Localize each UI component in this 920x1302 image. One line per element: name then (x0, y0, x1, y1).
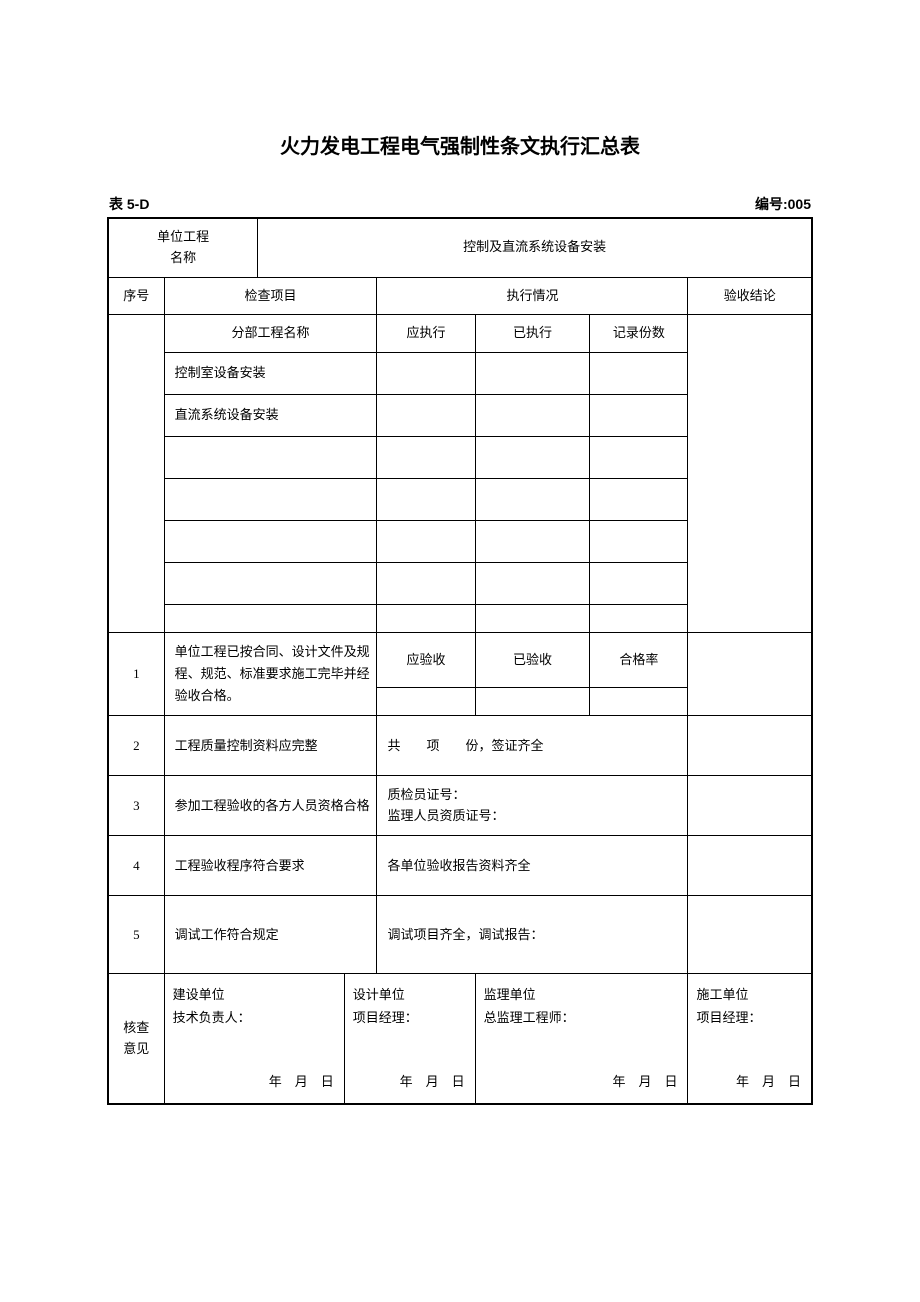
sig-role: 项目经理： (353, 1007, 467, 1029)
fenbu-name-cell (164, 479, 377, 521)
item1-pass-val (590, 688, 688, 716)
item-seq: 1 (108, 633, 164, 716)
item-row-2: 2 工程质量控制资料应完整 共 项 份，签证齐全 (108, 716, 812, 776)
col-check-item: 检查项目 (164, 277, 377, 315)
fenbu-should-cell (377, 563, 475, 605)
signoff-label: 核查 意见 (108, 974, 164, 1104)
row-col-headers: 序号 检查项目 执行情况 验收结论 (108, 277, 812, 315)
fenbu-record-cell (590, 605, 688, 633)
fenbu-record-cell (590, 521, 688, 563)
record-count-label: 记录份数 (590, 315, 688, 353)
fenbu-already-cell (475, 563, 590, 605)
item1-already-val (475, 688, 590, 716)
fenbu-record-cell (590, 353, 688, 395)
item-seq: 3 (108, 776, 164, 836)
item-seq: 4 (108, 836, 164, 896)
signoff-contractor: 施工单位 项目经理： 年 月 日 (688, 974, 812, 1104)
sig-org: 建设单位 (173, 984, 336, 1006)
item1-should-val (377, 688, 475, 716)
item-conclusion (688, 776, 812, 836)
sig-org: 监理单位 (484, 984, 680, 1006)
fenbu-name-cell (164, 605, 377, 633)
row-unit-project: 单位工程 名称 控制及直流系统设备安装 (108, 218, 812, 277)
item-row-4: 4 工程验收程序符合要求 各单位验收报告资料齐全 (108, 836, 812, 896)
fenbu-name-cell: 控制室设备安装 (164, 353, 377, 395)
sig-org: 施工单位 (696, 984, 803, 1006)
item-row-1: 1 单位工程已按合同、设计文件及规程、规范、标准要求施工完毕并经验收合格。 应验… (108, 633, 812, 688)
fenbu-record-cell (590, 563, 688, 605)
unit-project-label: 单位工程 名称 (108, 218, 258, 277)
sig-org: 设计单位 (353, 984, 467, 1006)
unit-project-name: 控制及直流系统设备安装 (258, 218, 812, 277)
signoff-supervision: 监理单位 总监理工程师： 年 月 日 (475, 974, 688, 1104)
col-conclusion: 验收结论 (688, 277, 812, 315)
signoff-design: 设计单位 项目经理： 年 月 日 (344, 974, 475, 1104)
item-check: 工程验收程序符合要求 (164, 836, 377, 896)
sig-date: 年 月 日 (269, 1071, 334, 1093)
fenbu-name-cell (164, 437, 377, 479)
item-seq: 2 (108, 716, 164, 776)
sig-role: 项目经理： (696, 1007, 803, 1029)
fenbu-already-cell (475, 521, 590, 563)
should-exec-label: 应执行 (377, 315, 475, 353)
fenbu-already-cell (475, 437, 590, 479)
sig-date: 年 月 日 (736, 1071, 801, 1093)
item1-already-accept: 已验收 (475, 633, 590, 688)
doc-title: 火力发电工程电气强制性条文执行汇总表 (107, 130, 813, 159)
col-seq: 序号 (108, 277, 164, 315)
item-conclusion (688, 896, 812, 974)
item-row-3: 3 参加工程验收的各方人员资格合格 质检员证号： 监理人员资质证号： (108, 776, 812, 836)
item-exec-text: 共 项 份，签证齐全 (377, 716, 688, 776)
fenbu-record-cell (590, 395, 688, 437)
item1-pass-rate: 合格率 (590, 633, 688, 688)
fenbu-should-cell (377, 479, 475, 521)
fenbu-name-cell (164, 563, 377, 605)
signoff-construction: 建设单位 技术负责人： 年 月 日 (164, 974, 344, 1104)
fenbu-already-cell (475, 395, 590, 437)
fenbu-name-cell: 直流系统设备安装 (164, 395, 377, 437)
item1-should-accept: 应验收 (377, 633, 475, 688)
fenbu-name-label: 分部工程名称 (164, 315, 377, 353)
conclusion-empty-span (688, 315, 812, 633)
item-conclusion (688, 716, 812, 776)
item-conclusion (688, 633, 812, 716)
item-exec-text: 调试项目齐全，调试报告： (377, 896, 688, 974)
item-conclusion (688, 836, 812, 896)
sig-date: 年 月 日 (400, 1071, 465, 1093)
item-seq: 5 (108, 896, 164, 974)
already-exec-label: 已执行 (475, 315, 590, 353)
table-code: 表 5-D (109, 194, 149, 214)
fenbu-already-cell (475, 479, 590, 521)
fenbu-already-cell (475, 353, 590, 395)
meta-row: 表 5-D 编号:005 (107, 194, 813, 214)
fenbu-should-cell (377, 521, 475, 563)
item-check: 参加工程验收的各方人员资格合格 (164, 776, 377, 836)
sig-role: 技术负责人： (173, 1007, 336, 1029)
summary-table: 单位工程 名称 控制及直流系统设备安装 序号 检查项目 执行情况 验收结论 分部… (107, 217, 813, 1105)
sig-date: 年 月 日 (612, 1071, 677, 1093)
item-check: 调试工作符合规定 (164, 896, 377, 974)
signoff-row: 核查 意见 建设单位 技术负责人： 年 月 日 设计单位 项目经理： 年 月 日… (108, 974, 812, 1104)
item-exec-text: 质检员证号： 监理人员资质证号： (377, 776, 688, 836)
fenbu-already-cell (475, 605, 590, 633)
fenbu-should-cell (377, 605, 475, 633)
col-exec-status: 执行情况 (377, 277, 688, 315)
fenbu-record-cell (590, 437, 688, 479)
item-row-5: 5 调试工作符合规定 调试项目齐全，调试报告： (108, 896, 812, 974)
doc-number: 编号:005 (755, 194, 811, 214)
fenbu-should-cell (377, 437, 475, 479)
row-sub-header: 分部工程名称 应执行 已执行 记录份数 (108, 315, 812, 353)
fenbu-name-cell (164, 521, 377, 563)
item-check: 工程质量控制资料应完整 (164, 716, 377, 776)
seq-empty-span (108, 315, 164, 633)
fenbu-should-cell (377, 353, 475, 395)
fenbu-record-cell (590, 479, 688, 521)
item-exec-text: 各单位验收报告资料齐全 (377, 836, 688, 896)
item-check: 单位工程已按合同、设计文件及规程、规范、标准要求施工完毕并经验收合格。 (164, 633, 377, 716)
sig-role: 总监理工程师： (484, 1007, 680, 1029)
fenbu-should-cell (377, 395, 475, 437)
